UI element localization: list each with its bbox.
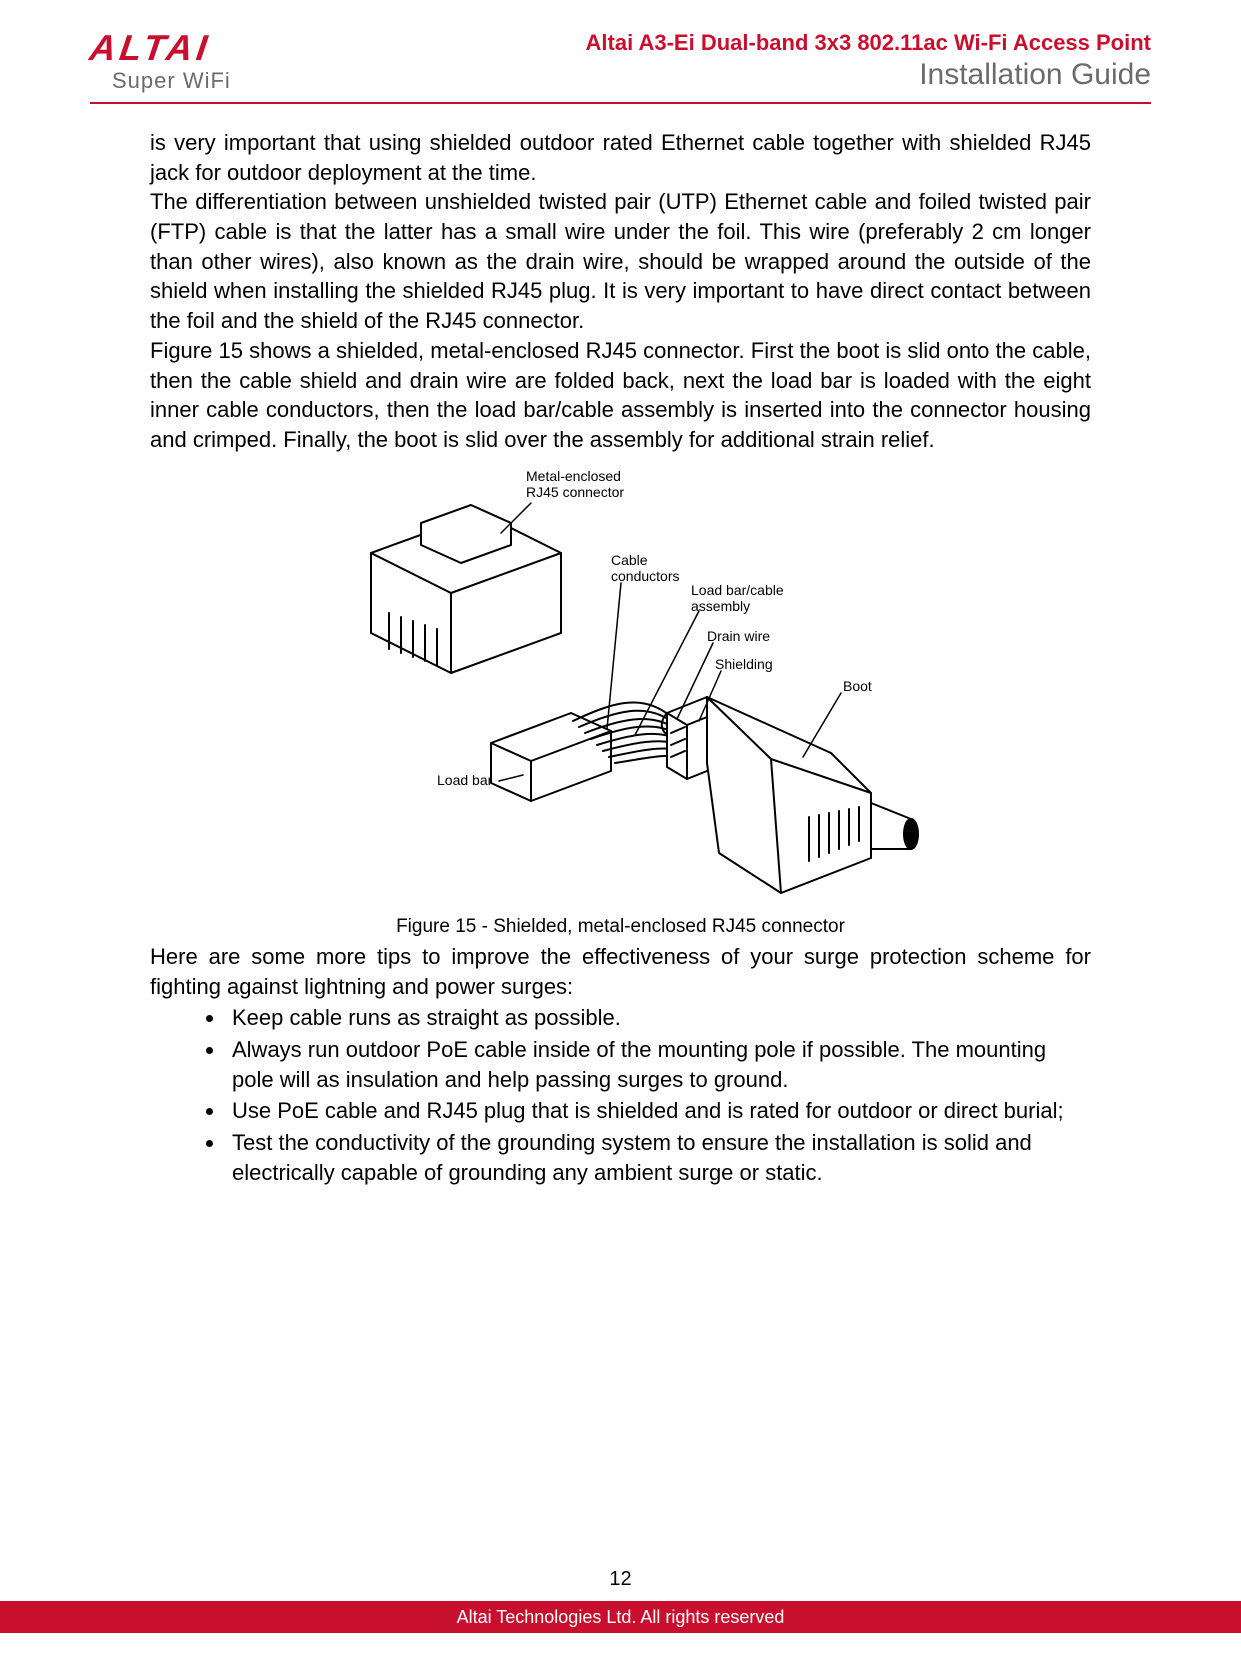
paragraph-2: The differentiation between unshielded t… [150,187,1091,335]
rj45-connector-diagram: Metal-enclosed RJ45 connector Cable cond… [311,463,931,903]
logo-text: ALTAI [87,30,233,66]
logo-subtext: Super WiFi [112,68,231,94]
page: ALTAI Super WiFi Altai A3-Ei Dual-band 3… [0,0,1241,1655]
logo-block: ALTAI Super WiFi [90,30,231,94]
doc-subtitle: Installation Guide [586,58,1151,92]
page-number: 12 [0,1568,1241,1591]
label-assembly-l1: Load bar/cable [691,582,784,598]
list-item: Keep cable runs as straight as possible. [226,1003,1091,1033]
label-conductors-l1: Cable [611,552,648,568]
footer-bar: Altai Technologies Ltd. All rights reser… [0,1601,1241,1633]
page-header: ALTAI Super WiFi Altai A3-Ei Dual-band 3… [90,30,1151,104]
connector-shape [371,505,561,673]
label-conductors-l2: conductors [611,568,679,584]
label-connector-l2: RJ45 connector [526,484,624,500]
label-connector-l1: Metal-enclosed [526,468,621,484]
paragraph-4: Here are some more tips to improve the e… [150,942,1091,1001]
list-item: Use PoE cable and RJ45 plug that is shie… [226,1096,1091,1126]
list-item: Test the conductivity of the grounding s… [226,1128,1091,1187]
label-boot: Boot [843,678,872,694]
title-block: Altai A3-Ei Dual-band 3x3 802.11ac Wi-Fi… [586,30,1151,92]
label-assembly-l2: assembly [691,598,750,614]
paragraph-1: is very important that using shielded ou… [150,128,1091,187]
label-load-bar: Load bar [437,772,493,788]
paragraph-3: Figure 15 shows a shielded, metal-enclos… [150,336,1091,455]
list-item: Always run outdoor PoE cable inside of t… [226,1035,1091,1094]
tips-list: Keep cable runs as straight as possible.… [226,1003,1091,1187]
content-area: is very important that using shielded ou… [90,128,1151,1187]
figure-15: Metal-enclosed RJ45 connector Cable cond… [150,463,1091,911]
figure-caption: Figure 15 - Shielded, metal-enclosed RJ4… [150,914,1091,940]
product-title: Altai A3-Ei Dual-band 3x3 802.11ac Wi-Fi… [586,30,1151,56]
label-shielding: Shielding [715,656,773,672]
assembly-shape [491,697,918,893]
label-drain-wire: Drain wire [707,628,770,644]
